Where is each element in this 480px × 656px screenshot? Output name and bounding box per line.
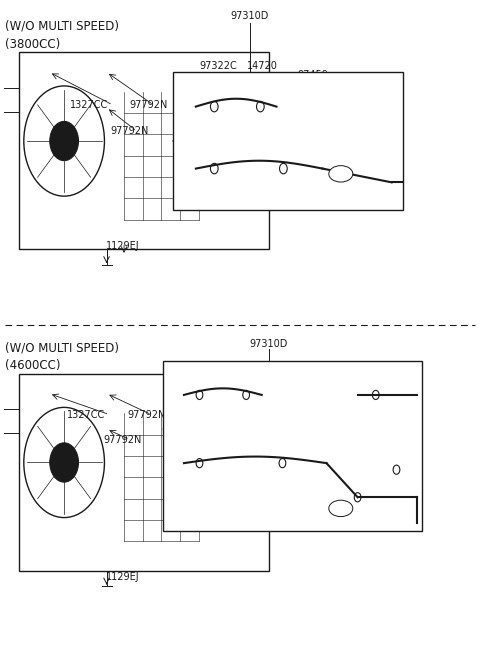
Text: 1327CC: 1327CC [67, 409, 106, 420]
Text: 97322C: 97322C [199, 90, 237, 100]
Text: (4600CC): (4600CC) [5, 359, 60, 373]
Text: 97792N: 97792N [103, 434, 142, 445]
Text: 97560E: 97560E [355, 513, 392, 523]
FancyBboxPatch shape [173, 72, 403, 210]
Text: (3800CC): (3800CC) [5, 38, 60, 51]
Text: 1129EJ: 1129EJ [106, 572, 139, 583]
Text: 1129EJ: 1129EJ [106, 241, 139, 251]
Ellipse shape [329, 500, 353, 517]
Text: 97310D: 97310D [230, 11, 269, 22]
Text: 14720: 14720 [274, 434, 304, 445]
Text: 1327CC: 1327CC [70, 100, 108, 110]
Text: 97322C: 97322C [178, 382, 216, 392]
Text: 97792N: 97792N [130, 100, 168, 110]
Circle shape [50, 121, 79, 161]
Text: 97322C: 97322C [178, 415, 216, 425]
FancyBboxPatch shape [19, 52, 269, 249]
Text: 14720: 14720 [336, 393, 367, 403]
Text: 14720: 14720 [178, 393, 208, 403]
Circle shape [50, 443, 79, 482]
Text: 97792N: 97792N [127, 409, 166, 420]
Text: 97459: 97459 [298, 70, 328, 81]
Text: 97560E: 97560E [355, 178, 392, 189]
Text: 97459: 97459 [254, 393, 285, 403]
Text: 97322G: 97322G [346, 424, 384, 435]
FancyBboxPatch shape [163, 361, 422, 531]
Text: 97324G: 97324G [370, 393, 408, 403]
FancyBboxPatch shape [19, 374, 269, 571]
Text: 14720: 14720 [230, 415, 261, 425]
Text: 14720: 14720 [247, 100, 278, 110]
Text: 97792N: 97792N [110, 126, 149, 136]
Ellipse shape [329, 166, 353, 182]
Text: 97310D: 97310D [250, 339, 288, 350]
Text: (W/O MULTI SPEED): (W/O MULTI SPEED) [5, 341, 119, 354]
Text: (W/O MULTI SPEED): (W/O MULTI SPEED) [5, 20, 119, 33]
Text: 97322C: 97322C [199, 60, 237, 71]
Text: 14720: 14720 [247, 60, 278, 71]
